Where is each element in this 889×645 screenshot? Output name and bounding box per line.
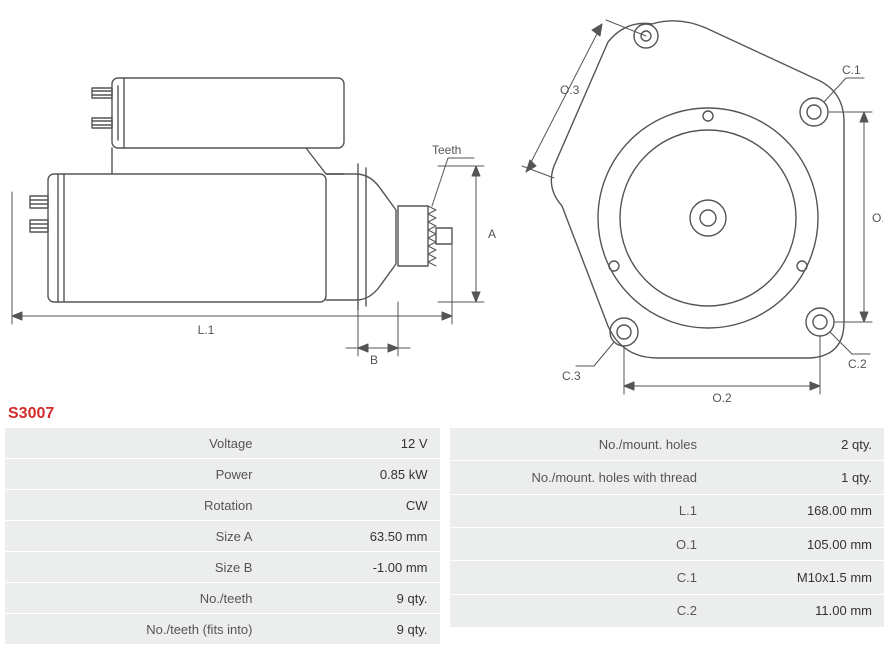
spec-key: L.1 <box>450 494 707 527</box>
svg-text:C.3: C.3 <box>562 369 581 383</box>
svg-text:C.1: C.1 <box>842 63 861 77</box>
spec-value: M10x1.5 mm <box>707 561 884 594</box>
spec-key: Rotation <box>5 490 262 521</box>
right-view: O.1 O.2 O.3 C.1 C.2 C.3 <box>522 20 883 405</box>
svg-text:O.3: O.3 <box>560 83 580 97</box>
spec-table-left: Voltage12 VPower0.85 kWRotationCWSize A6… <box>5 428 440 645</box>
spec-key: Size B <box>5 552 262 583</box>
spec-value: 168.00 mm <box>707 494 884 527</box>
spec-value: 2 qty. <box>707 428 884 461</box>
drawing-svg: A Teeth B L.1 <box>6 6 883 412</box>
spec-row: C.1M10x1.5 mm <box>450 561 885 594</box>
spec-key: C.2 <box>450 594 707 627</box>
spec-value: 9 qty. <box>262 583 439 614</box>
spec-row: Voltage12 V <box>5 428 440 459</box>
spec-row: No./mount. holes with thread1 qty. <box>450 461 885 494</box>
spec-value: 0.85 kW <box>262 459 439 490</box>
svg-text:O.1: O.1 <box>872 211 883 225</box>
spec-key: No./teeth <box>5 583 262 614</box>
svg-text:B: B <box>370 353 378 367</box>
svg-text:A: A <box>488 227 496 241</box>
product-code: S3007 <box>8 405 54 423</box>
spec-key: O.1 <box>450 527 707 560</box>
spec-value: 105.00 mm <box>707 527 884 560</box>
svg-text:O.2: O.2 <box>712 391 732 405</box>
spec-row: No./mount. holes2 qty. <box>450 428 885 461</box>
spec-key: Voltage <box>5 428 262 459</box>
spec-row: Size A63.50 mm <box>5 521 440 552</box>
spec-row: RotationCW <box>5 490 440 521</box>
spec-row: C.211.00 mm <box>450 594 885 627</box>
spec-key: Power <box>5 459 262 490</box>
spec-value: 9 qty. <box>262 614 439 645</box>
spec-row: No./teeth9 qty. <box>5 583 440 614</box>
spec-key: No./mount. holes <box>450 428 707 461</box>
left-view: A Teeth B L.1 <box>12 78 496 367</box>
spec-value: -1.00 mm <box>262 552 439 583</box>
spec-row: Size B-1.00 mm <box>5 552 440 583</box>
spec-row: L.1168.00 mm <box>450 494 885 527</box>
spec-key: No./teeth (fits into) <box>5 614 262 645</box>
technical-drawings: A Teeth B L.1 <box>6 6 883 412</box>
spec-value: 11.00 mm <box>707 594 884 627</box>
spec-table-right: No./mount. holes2 qty.No./mount. holes w… <box>450 428 885 628</box>
spec-key: C.1 <box>450 561 707 594</box>
spec-key: No./mount. holes with thread <box>450 461 707 494</box>
spec-row: No./teeth (fits into)9 qty. <box>5 614 440 645</box>
spec-row: Power0.85 kW <box>5 459 440 490</box>
spec-value: 63.50 mm <box>262 521 439 552</box>
spec-row: O.1105.00 mm <box>450 527 885 560</box>
spec-value: 12 V <box>262 428 439 459</box>
spec-key: Size A <box>5 521 262 552</box>
spec-tables: Voltage12 VPower0.85 kWRotationCWSize A6… <box>5 428 884 628</box>
svg-text:Teeth: Teeth <box>432 143 461 157</box>
spec-value: 1 qty. <box>707 461 884 494</box>
spec-value: CW <box>262 490 439 521</box>
svg-text:C.2: C.2 <box>848 357 867 371</box>
svg-text:L.1: L.1 <box>198 323 215 337</box>
